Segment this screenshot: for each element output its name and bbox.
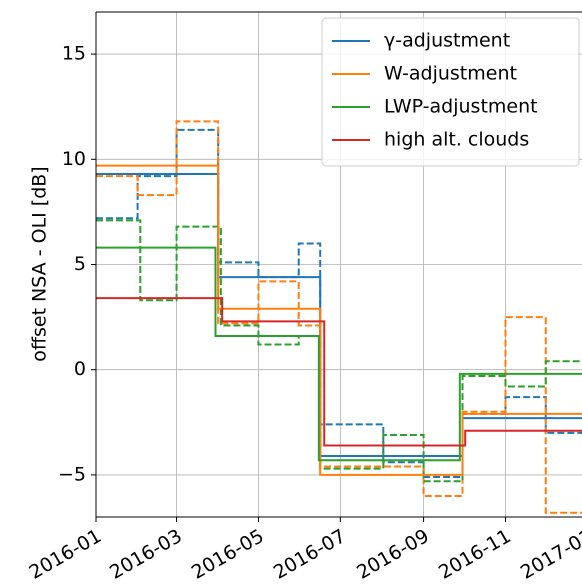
x-tick-label: 2016-05 xyxy=(188,525,268,584)
legend-box xyxy=(321,17,580,167)
legend-label: LWP-adjustment xyxy=(384,96,538,118)
x-tick-label: 2016-09 xyxy=(353,525,433,584)
step-line xyxy=(96,164,582,476)
legend-label: high alt. clouds xyxy=(384,129,529,151)
y-tick-label: 10 xyxy=(62,148,86,170)
step-line xyxy=(96,297,582,447)
y-tick-label: 15 xyxy=(62,43,86,65)
legend: γ-adjustment W-adjustment LWP-adjustment hi… xyxy=(321,17,580,167)
x-tick-label: 2017-01 xyxy=(517,525,582,584)
y-axis-label: offset NSA - OLI [dB] xyxy=(29,166,51,361)
y-tick-label: 5 xyxy=(74,253,86,275)
x-tick-label: 2016-11 xyxy=(435,525,515,584)
legend-label: γ-adjustment xyxy=(384,30,510,52)
x-tick-label: 2016-01 xyxy=(25,525,105,584)
x-tick-label: 2016-07 xyxy=(270,525,350,584)
x-tick-label: 2016-03 xyxy=(106,525,186,584)
y-tick-label: 0 xyxy=(74,358,86,380)
step-line xyxy=(96,120,582,514)
step-line xyxy=(96,219,582,483)
legend-label: W-adjustment xyxy=(384,63,517,85)
y-tick-label: −5 xyxy=(58,463,86,485)
step-line xyxy=(96,246,582,462)
step-line xyxy=(96,128,582,479)
axes-frame xyxy=(95,11,582,518)
